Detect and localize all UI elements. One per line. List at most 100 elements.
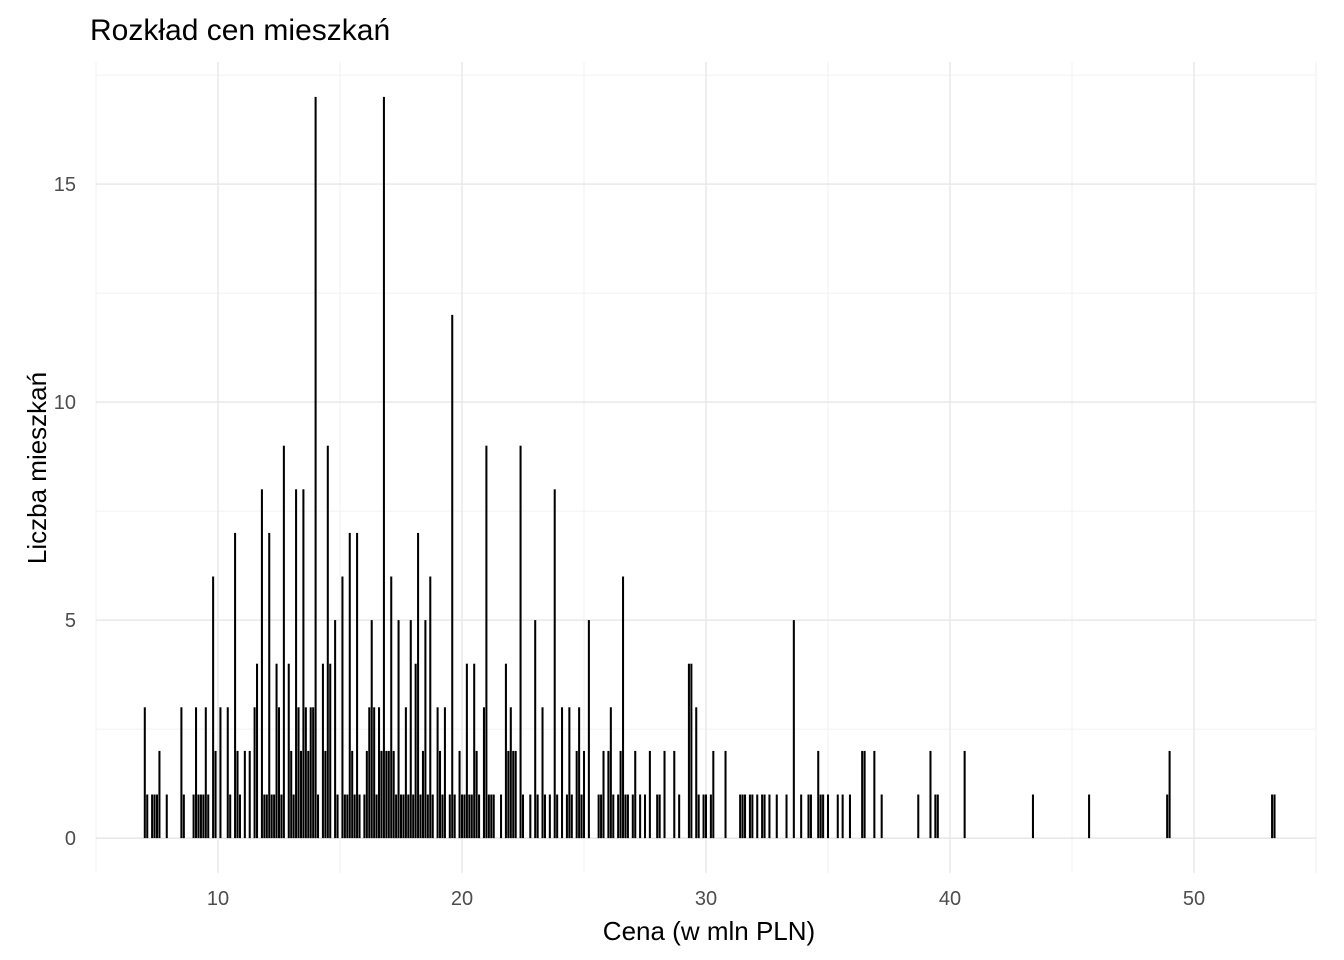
histogram-bar	[873, 750, 876, 839]
histogram-bar	[297, 707, 300, 839]
histogram-bar	[460, 794, 464, 839]
histogram-bar	[151, 794, 154, 839]
histogram-bar	[702, 794, 705, 839]
histogram-bar	[312, 707, 315, 839]
y-tick-label: 0	[65, 828, 76, 850]
histogram-bar	[678, 794, 681, 839]
histogram-bar	[836, 794, 839, 839]
histogram-bar	[399, 794, 403, 839]
histogram-bar	[212, 576, 215, 839]
histogram-bar	[324, 750, 327, 839]
histogram-bar	[417, 532, 420, 839]
histogram-bar	[465, 663, 468, 839]
histogram-bar	[292, 794, 295, 839]
histogram-bar	[182, 794, 185, 839]
histogram-bar	[165, 794, 168, 839]
y-tick-label: 5	[65, 610, 76, 632]
histogram-bar	[724, 750, 727, 839]
histogram-bar	[397, 620, 400, 839]
histogram-bar	[568, 707, 571, 839]
histogram-bar	[378, 707, 381, 839]
histogram-bar	[407, 794, 410, 839]
histogram-bar	[238, 794, 241, 839]
histogram-bar	[307, 750, 310, 839]
histogram-bar	[658, 794, 661, 839]
histogram-bar	[295, 489, 298, 839]
histogram-bar	[158, 750, 161, 839]
histogram-bar	[704, 794, 708, 839]
histogram-bar	[226, 707, 229, 839]
histogram-bar	[639, 794, 642, 839]
histogram-bar	[741, 794, 744, 839]
histogram-bar	[282, 445, 285, 839]
grid-lines	[95, 62, 1317, 873]
x-axis-title: Cena (w mln PLN)	[603, 916, 815, 946]
histogram-bar	[470, 794, 473, 839]
histogram-bar	[348, 532, 351, 839]
histogram-bar	[363, 794, 366, 839]
histogram-bar	[841, 794, 844, 839]
histogram-bar	[321, 663, 324, 839]
histogram-bar	[419, 794, 422, 839]
histogram-bar	[929, 750, 932, 839]
histogram-bar	[521, 794, 525, 839]
histogram-bar	[519, 445, 522, 839]
histogram-bar	[199, 794, 202, 839]
histogram-bar	[204, 707, 207, 839]
histogram-bar	[248, 750, 251, 839]
histogram-bar	[687, 663, 690, 839]
histogram-bar	[380, 750, 383, 839]
histogram-bar	[800, 794, 803, 839]
histogram-bar	[375, 794, 378, 839]
histogram-bar	[314, 96, 317, 839]
histogram-bar	[373, 707, 376, 839]
histogram-bar	[607, 750, 610, 839]
histogram-bar	[234, 532, 237, 839]
histogram-bar	[634, 750, 637, 839]
histogram-bar	[155, 794, 159, 839]
histogram-bar	[180, 707, 183, 839]
histogram-bar	[543, 794, 546, 839]
histogram-bar	[819, 794, 822, 839]
histogram-bar	[268, 532, 271, 839]
histogram-bar	[536, 794, 539, 839]
histogram-bar	[1031, 794, 1034, 839]
histogram-bar	[622, 576, 625, 839]
histogram-bar	[487, 794, 490, 839]
histogram-bar	[600, 794, 603, 839]
histogram-bar	[299, 750, 302, 839]
histogram-bar	[663, 750, 666, 839]
histogram-bar	[387, 750, 390, 839]
histogram-bar	[329, 663, 332, 839]
histogram-bar	[880, 794, 883, 839]
histogram-bar	[756, 794, 759, 839]
histogram-bar	[353, 794, 356, 839]
histogram-bar	[492, 794, 495, 839]
histogram-bar	[792, 620, 795, 839]
histogram-bar	[1088, 794, 1091, 839]
histogram-bar	[541, 707, 544, 839]
histogram-bar	[597, 794, 600, 839]
histogram-bar	[263, 794, 266, 839]
histogram-bar	[739, 794, 742, 839]
histogram-bar	[290, 750, 293, 839]
histogram-bar	[917, 794, 920, 839]
histogram-bar	[936, 794, 939, 839]
histogram-bar	[582, 750, 586, 839]
histogram-bar	[236, 750, 239, 839]
histogram-bar	[763, 794, 766, 839]
histogram-bar	[409, 620, 412, 839]
histogram-bar	[1271, 794, 1274, 839]
histogram-bar	[392, 750, 395, 839]
x-axis-tick-labels: 10 20 30 40 50	[207, 888, 1205, 910]
histogram-bar	[214, 750, 217, 839]
histogram-bar	[673, 750, 676, 839]
chart-title: Rozkład cen mieszkań	[90, 14, 390, 47]
histogram-bar	[390, 576, 393, 839]
histogram-bar	[326, 445, 329, 839]
histogram-bar	[368, 707, 371, 839]
histogram-bar	[809, 794, 812, 839]
histogram-bar	[365, 750, 368, 839]
histogram-bar	[219, 707, 222, 839]
histogram-bar	[575, 750, 578, 839]
